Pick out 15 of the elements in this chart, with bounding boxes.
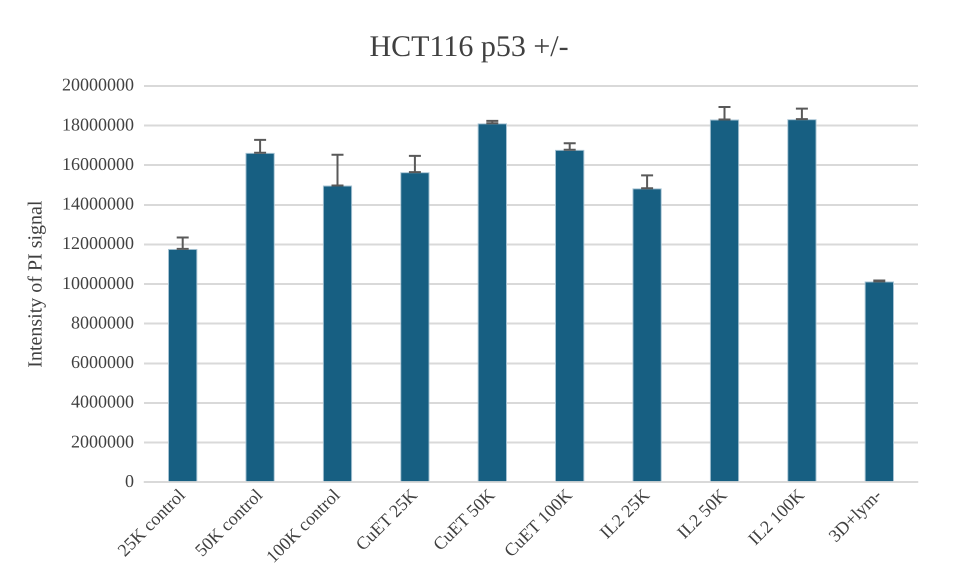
x-tick-label: IL2 50K [673, 484, 731, 543]
y-tick-label: 18000000 [62, 114, 134, 134]
x-tick-label: IL2 25K [596, 484, 654, 543]
y-tick-label: 20000000 [62, 74, 134, 95]
y-tick-label: 16000000 [62, 154, 134, 174]
y-tick-label: 10000000 [62, 272, 134, 293]
y-tick-label: 2000000 [71, 431, 134, 452]
y-tick-label: 14000000 [62, 194, 134, 214]
y-tick-label: 0 [125, 470, 134, 491]
y-tick-label: 6000000 [71, 352, 134, 372]
y-tick-label: 12000000 [62, 233, 134, 254]
y-tick-label: 4000000 [71, 392, 134, 412]
y-tick-label: 8000000 [71, 312, 134, 332]
chart-title: HCT116 p53 +/- [369, 30, 569, 63]
y-axis-title: Intensity of PI signal [24, 200, 46, 368]
